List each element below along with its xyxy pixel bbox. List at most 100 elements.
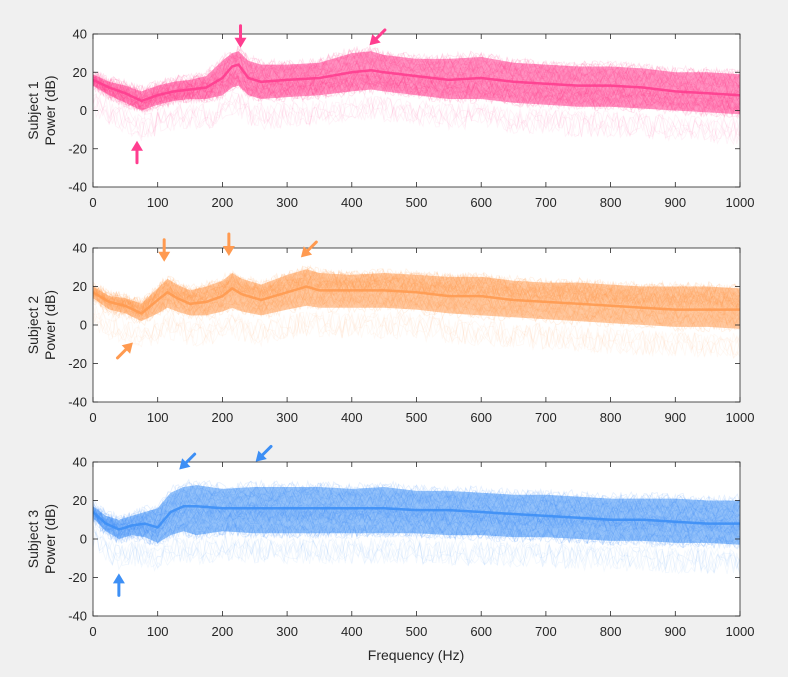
spectrum-trace — [93, 55, 740, 105]
spectrum-trace — [93, 516, 740, 543]
x-tick-label: 900 — [664, 410, 686, 425]
mean-trace — [93, 63, 740, 103]
x-tick-label: 600 — [470, 624, 492, 639]
spectrum-trace — [93, 264, 740, 309]
spectrum-trace — [93, 491, 740, 531]
spectrum-trace — [93, 48, 740, 100]
spectrum-trace — [93, 512, 740, 540]
x-tick-label: 900 — [664, 195, 686, 210]
spectrum-trace — [93, 60, 740, 102]
spectrum-trace — [93, 490, 740, 531]
spectrum-trace — [93, 71, 740, 111]
y-tick-label: 40 — [73, 455, 87, 470]
spectrum-trace — [93, 500, 740, 531]
spectrum-trace — [93, 483, 740, 527]
spectrum-trace — [93, 280, 740, 318]
spectrum-trace — [93, 518, 740, 545]
x-tick-label: 700 — [535, 410, 557, 425]
y-tick-label: 0 — [80, 318, 87, 333]
x-axis-label: Frequency (Hz) — [368, 647, 464, 663]
subplot-1: 0 100 200 300 400 500 600 700 800 900 100040200-20… — [25, 24, 754, 210]
spectrum-trace — [93, 513, 740, 550]
x-tick-label: 300 — [276, 195, 298, 210]
annotation-arrow-head — [179, 458, 191, 470]
spectrum-trace — [93, 284, 740, 320]
y-axis-label-subject: Subject 1 — [25, 81, 41, 140]
spectrum-trace — [93, 267, 740, 313]
x-tick-label: 0 — [89, 410, 96, 425]
spectrum-trace — [93, 266, 740, 311]
y-tick-label: 0 — [80, 532, 87, 547]
x-tick-label: 600 — [470, 195, 492, 210]
spectrum-trace-low — [93, 310, 740, 359]
spectrum-trace-low — [93, 310, 740, 358]
mean-trace — [93, 285, 740, 315]
spectrum-trace — [93, 507, 740, 536]
spectrum-trace — [93, 51, 740, 102]
spectrum-trace — [93, 504, 740, 537]
spectrum-trace-low — [93, 306, 740, 360]
x-tick-label: 300 — [276, 624, 298, 639]
x-tick-label: 100 — [147, 410, 169, 425]
y-tick-label: -20 — [68, 570, 87, 585]
spectrum-trace — [93, 273, 740, 312]
spectrum-trace — [93, 55, 740, 103]
spectrum-trace — [93, 74, 740, 112]
spectrum-trace — [93, 65, 740, 105]
y-tick-label: 20 — [73, 65, 87, 80]
spectrum-trace — [93, 79, 740, 120]
spectrum-trace — [93, 44, 740, 97]
spectrum-trace — [93, 268, 740, 310]
spectrum-trace — [93, 513, 740, 541]
spectrum-trace — [93, 77, 740, 117]
spectrum-trace — [93, 513, 740, 549]
spectrum-trace-low — [93, 526, 740, 575]
spectrum-trace — [93, 489, 740, 530]
spectrum-trace — [93, 267, 740, 310]
spectrum-trace — [93, 516, 740, 548]
trace-group — [93, 44, 740, 146]
spectrum-trace — [93, 277, 740, 315]
spectrum-trace — [93, 480, 740, 525]
y-tick-label: 40 — [73, 241, 87, 256]
trace-group — [93, 478, 740, 576]
x-tick-label: 200 — [212, 410, 234, 425]
spectrum-trace — [93, 289, 740, 325]
spectrum-trace — [93, 72, 740, 110]
subplot-2: 0 100 200 300 400 500 600 700 800 900 100040200-20… — [25, 232, 754, 425]
spectrum-trace — [93, 275, 740, 314]
trace-band — [93, 51, 740, 115]
spectrum-trace — [93, 74, 740, 115]
spectrum-trace — [93, 505, 740, 538]
spectrum-trace — [93, 487, 740, 528]
annotation-arrow-head — [369, 34, 381, 46]
x-tick-label: 1000 — [726, 624, 755, 639]
spectrum-trace-low — [93, 305, 740, 357]
mean-trace — [93, 505, 740, 531]
y-tick-label: 40 — [73, 27, 87, 42]
x-tick-label: 100 — [147, 195, 169, 210]
spectrum-trace — [93, 486, 740, 529]
spectrum-trace — [93, 75, 740, 114]
spectrum-trace — [93, 277, 740, 316]
spectrum-trace — [93, 46, 740, 99]
spectrum-trace — [93, 267, 740, 313]
subplot-3: 0 100 200 300 400 500 600 700 800 900 100040200-20… — [25, 444, 755, 639]
spectrum-trace — [93, 298, 740, 333]
annotation-arrow-head — [234, 37, 247, 48]
y-tick-label: 20 — [73, 493, 87, 508]
spectrum-trace — [93, 510, 740, 538]
spectrum-trace — [93, 46, 740, 100]
spectrum-trace — [93, 488, 740, 528]
spectrum-trace — [93, 288, 740, 324]
spectrum-trace-low — [93, 529, 740, 576]
spectrum-trace — [93, 478, 740, 527]
spectrum-trace-low — [93, 92, 740, 145]
spectrum-trace — [93, 515, 740, 549]
spectrum-trace — [93, 509, 740, 538]
spectrum-trace-low — [93, 527, 740, 574]
spectrum-trace — [93, 274, 740, 314]
spectrum-trace-low — [93, 94, 740, 142]
spectrum-trace — [93, 53, 740, 102]
